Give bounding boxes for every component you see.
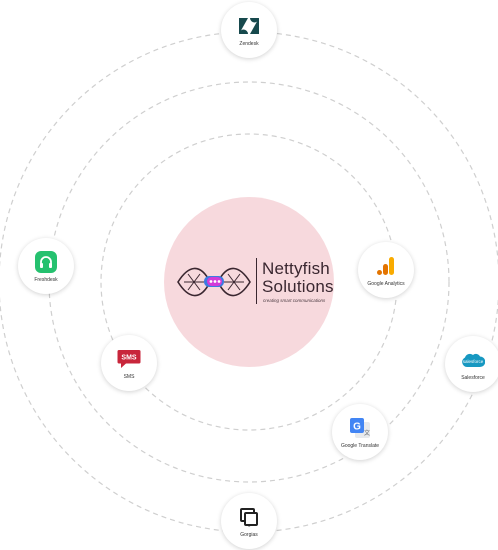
integration-label: Google Analytics	[367, 280, 405, 287]
integration-google-translate[interactable]: G 文 Google Translate	[332, 404, 388, 460]
google-translate-icon: G 文	[348, 416, 372, 440]
brand-name-line2: Solutions	[262, 277, 334, 296]
brand-tagline: creating smart communications	[263, 298, 326, 303]
integration-freshdesk[interactable]: Freshdesk	[18, 238, 74, 294]
brand-name-line1: Nettyfish	[262, 259, 330, 278]
salesforce-icon: salesforce	[461, 348, 485, 372]
middle-orbit	[48, 81, 450, 483]
sms-icon-text: SMS	[121, 354, 137, 361]
gorgias-icon	[237, 505, 261, 529]
integration-sms[interactable]: SMS SMS	[101, 335, 157, 391]
svg-text:文: 文	[364, 429, 370, 437]
sms-icon: SMS	[117, 347, 141, 371]
nettyfish-logo-hub: Nettyfish Solutions creating smart commu…	[164, 197, 334, 367]
nettyfish-fish-icon	[177, 267, 251, 297]
integration-label: Salesforce	[461, 374, 485, 381]
integration-label: Google Translate	[340, 442, 380, 449]
logo-divider	[256, 258, 257, 304]
integration-salesforce[interactable]: salesforce Salesforce	[445, 336, 498, 392]
integration-label: Zendesk	[239, 40, 259, 47]
integration-zendesk[interactable]: Zendesk	[221, 2, 277, 58]
freshdesk-icon	[34, 250, 58, 274]
nettyfish-logo: Nettyfish Solutions creating smart commu…	[174, 252, 334, 312]
integration-google-analytics[interactable]: Google Analytics	[358, 242, 414, 298]
integration-label: SMS	[123, 373, 135, 380]
integration-gorgias[interactable]: Gorgias	[221, 493, 277, 549]
integration-label: Gorgias	[240, 531, 258, 538]
svg-text:G: G	[353, 421, 361, 432]
zendesk-icon	[237, 14, 261, 38]
google-analytics-icon	[374, 254, 398, 278]
brand-name: Nettyfish Solutions	[262, 260, 334, 296]
integration-label: Freshdesk	[34, 276, 58, 283]
svg-text:salesforce: salesforce	[463, 359, 484, 364]
